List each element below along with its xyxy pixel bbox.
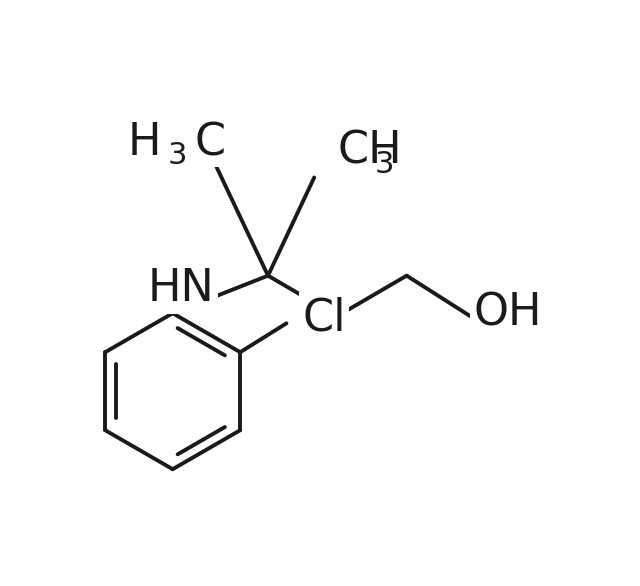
Text: 3: 3: [375, 149, 394, 179]
Text: C: C: [195, 121, 226, 164]
Text: Cl: Cl: [302, 296, 346, 339]
Text: H: H: [127, 121, 161, 164]
Text: OH: OH: [474, 292, 542, 335]
Text: 3: 3: [168, 141, 187, 170]
Text: CH: CH: [337, 130, 402, 173]
Text: HN: HN: [148, 267, 214, 310]
